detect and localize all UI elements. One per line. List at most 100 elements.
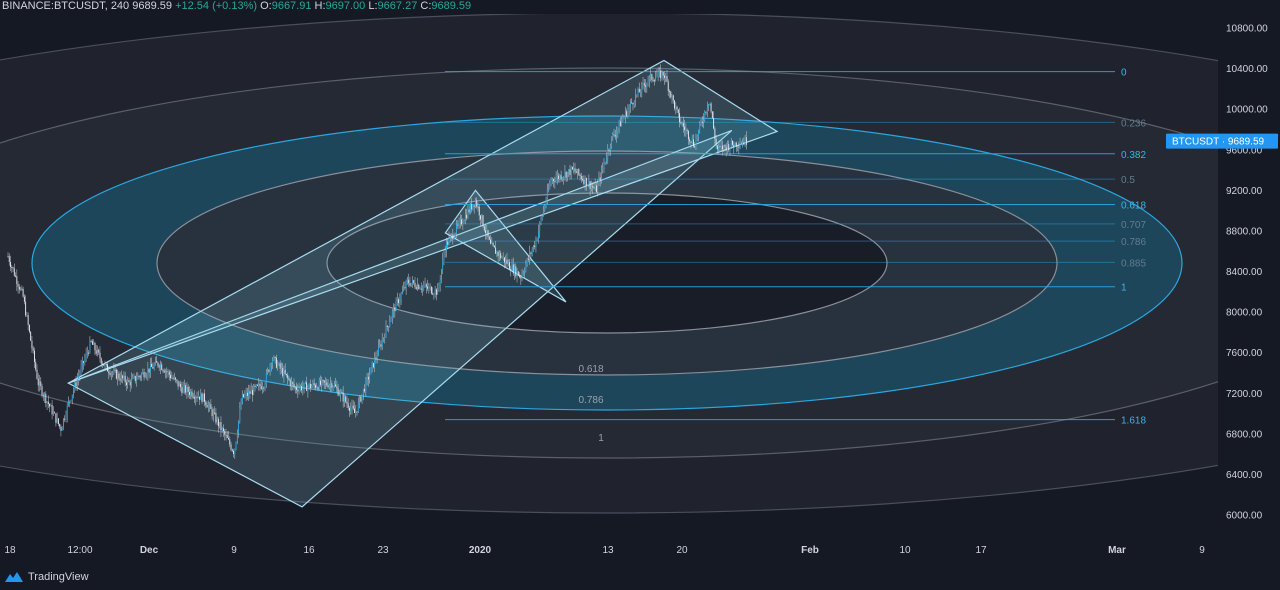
candle-body — [134, 375, 136, 381]
symbol-label[interactable]: BINANCE:BTCUSDT — [2, 0, 105, 12]
time-tick-label: 13 — [602, 545, 614, 556]
candle-body — [492, 243, 494, 246]
candle-body — [154, 360, 156, 365]
candle-body — [372, 362, 374, 368]
candle-body — [277, 364, 279, 368]
candle-body — [457, 224, 459, 226]
candle-body — [361, 394, 363, 402]
candlestick-series — [7, 64, 747, 459]
candle-body — [258, 383, 260, 385]
candle-body — [249, 391, 251, 394]
candle-body — [138, 375, 140, 377]
candle-body — [695, 138, 697, 148]
candle-body — [432, 293, 434, 295]
candle-body — [569, 169, 571, 176]
candle-body — [674, 100, 675, 109]
candle-body — [456, 224, 458, 234]
candle-body — [623, 116, 625, 119]
candle-body — [10, 262, 11, 267]
candle-body — [97, 349, 98, 354]
candle-body — [104, 363, 106, 366]
candle-body — [272, 359, 274, 365]
candle-body — [125, 382, 127, 386]
candle-body — [563, 176, 565, 179]
candle-body — [703, 119, 704, 123]
candle-body — [743, 142, 745, 145]
candle-body — [534, 245, 536, 247]
candle-body — [202, 393, 204, 402]
candle-body — [119, 378, 121, 381]
candle-body — [185, 385, 187, 393]
candle-body — [438, 285, 440, 288]
candle-body — [316, 387, 318, 389]
candle-body — [200, 393, 202, 400]
candle-body — [381, 339, 383, 347]
fib-level-label: 0 — [1121, 68, 1127, 79]
candle-body — [68, 400, 69, 405]
candle-body — [142, 372, 144, 374]
candle-body — [400, 293, 402, 300]
tradingview-brand[interactable]: TradingView — [4, 571, 89, 583]
fib-level-label: 0.618 — [1121, 201, 1146, 212]
candle-body — [665, 75, 667, 78]
candle-body — [694, 146, 696, 148]
candle-body — [577, 169, 578, 173]
candle-body — [473, 205, 475, 207]
candle-body — [20, 288, 22, 290]
fib-level-label: 0.236 — [1121, 118, 1146, 129]
candle-body — [724, 145, 726, 147]
price-tick-label: 7200.00 — [1226, 389, 1263, 400]
price-tick-label: 8800.00 — [1226, 226, 1263, 237]
candle-body — [386, 325, 388, 327]
candle-body — [347, 403, 349, 408]
candle-body — [312, 383, 314, 386]
close-value: 9689.59 — [431, 0, 472, 12]
candle-body — [75, 382, 77, 387]
candle-body — [262, 387, 263, 389]
candle-body — [730, 140, 732, 148]
candle-body — [65, 415, 67, 420]
brand-label: TradingView — [28, 571, 89, 583]
candle-body — [632, 102, 634, 105]
candle-body — [419, 288, 421, 290]
candle-body — [727, 143, 728, 151]
candle-body — [641, 84, 643, 93]
candle-body — [437, 287, 439, 295]
candle-body — [120, 375, 122, 381]
candle-body — [226, 435, 228, 438]
change-label: +12.54 (+0.13%) — [175, 0, 258, 12]
candle-body — [296, 387, 297, 390]
candle-body — [335, 384, 337, 387]
candle-body — [424, 284, 426, 287]
candle-body — [297, 389, 299, 392]
candle-body — [286, 374, 287, 376]
candle-body — [594, 185, 596, 189]
candle-body — [221, 428, 223, 431]
price-tick-label: 8400.00 — [1226, 267, 1263, 278]
candle-body — [81, 361, 83, 367]
candle-body — [357, 401, 359, 412]
candle-body — [109, 373, 111, 375]
candle-body — [231, 449, 233, 452]
candle-body — [342, 392, 344, 402]
candle-body — [391, 311, 393, 318]
candle-body — [477, 206, 479, 208]
candle-body — [349, 407, 350, 411]
candle-body — [425, 284, 427, 287]
candle-body — [396, 299, 398, 301]
candle-body — [219, 422, 221, 427]
candle-body — [487, 230, 489, 237]
candle-body — [545, 200, 547, 207]
candle-body — [448, 238, 450, 245]
fib-level-label: 1.618 — [1121, 416, 1146, 427]
candle-body — [212, 412, 214, 417]
candle-body — [365, 379, 367, 392]
interval-label[interactable]: 240 — [110, 0, 130, 12]
candle-body — [640, 92, 641, 94]
candle-body — [589, 181, 591, 190]
candle-body — [716, 145, 718, 150]
candle-body — [744, 137, 746, 145]
time-tick-label: 10 — [899, 545, 911, 556]
candle-body — [176, 379, 178, 381]
